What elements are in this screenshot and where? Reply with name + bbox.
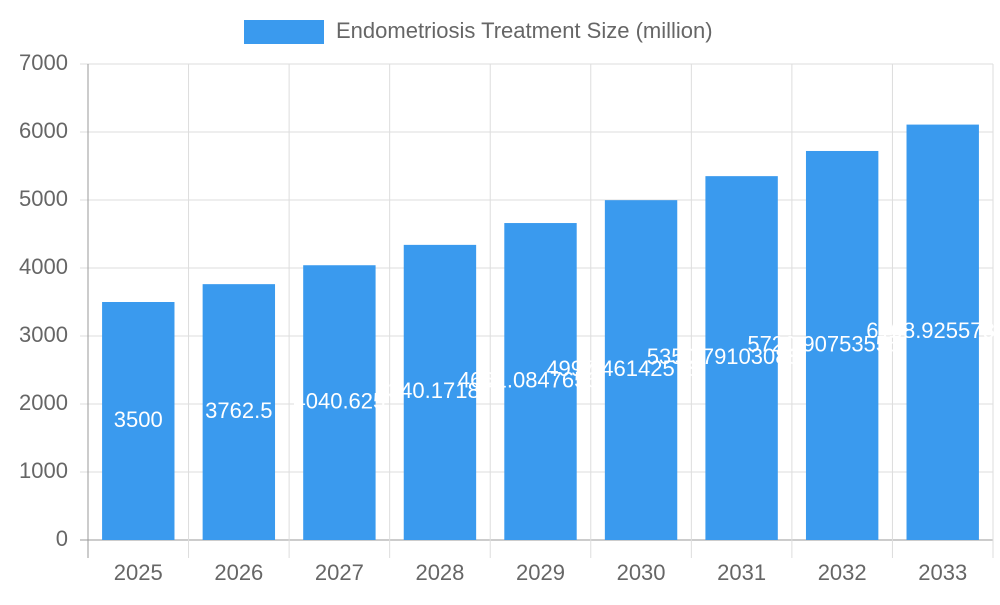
bar (403, 244, 477, 540)
bar (705, 176, 778, 540)
bar (504, 223, 577, 540)
data-label: 5720.90753555298 (747, 331, 937, 356)
y-tick-label: 1000 (19, 458, 68, 483)
data-label: 4040.625 (294, 388, 386, 413)
data-label: 4661.084765625 (458, 367, 623, 392)
x-tick-label: 2030 (617, 560, 666, 585)
y-tick-label: 2000 (19, 390, 68, 415)
x-tick-label: 2027 (315, 560, 364, 585)
y-tick-label: 5000 (19, 186, 68, 211)
bar (303, 265, 376, 540)
data-label: 3762.5 (205, 398, 272, 423)
bar (906, 124, 979, 540)
bar (805, 150, 879, 541)
legend-label: Endometriosis Treatment Size (million) (336, 18, 713, 43)
y-tick-label: 3000 (19, 322, 68, 347)
legend-swatch (244, 20, 324, 44)
x-tick-label: 2032 (818, 560, 867, 585)
y-tick-label: 0 (56, 526, 68, 551)
data-label: 6108.92557844 (866, 318, 1000, 343)
data-label: 4340.171875 (376, 378, 504, 403)
x-tick-label: 2025 (114, 560, 163, 585)
data-label: 4997.46142578125 (546, 356, 736, 381)
data-label: 3500 (114, 407, 163, 432)
x-tick-label: 2026 (214, 560, 263, 585)
x-tick-label: 2033 (918, 560, 967, 585)
x-tick-label: 2029 (516, 560, 565, 585)
y-tick-label: 6000 (19, 118, 68, 143)
y-tick-label: 7000 (19, 50, 68, 75)
bar (202, 284, 276, 540)
bar (102, 302, 175, 540)
x-tick-label: 2031 (717, 560, 766, 585)
bar (604, 200, 678, 541)
data-label: 5350.79103088379 (647, 344, 837, 369)
x-tick-label: 2028 (415, 560, 464, 585)
y-tick-label: 4000 (19, 254, 68, 279)
